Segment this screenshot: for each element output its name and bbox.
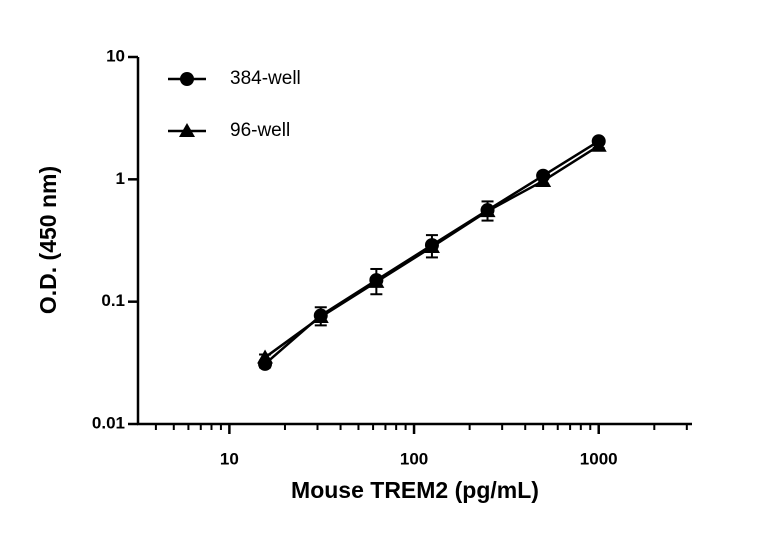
x-tick-label: 10 — [220, 449, 239, 468]
y-tick-label: 10 — [106, 46, 125, 65]
marker — [368, 273, 385, 288]
marker — [180, 72, 194, 86]
marker — [312, 308, 329, 323]
y-tick-label: 0.01 — [92, 413, 125, 432]
x-axis-label: Mouse TREM2 (pg/mL) — [291, 477, 539, 503]
marker — [257, 349, 274, 364]
legend-label: 384-well — [230, 68, 301, 89]
marker — [423, 238, 440, 253]
marker — [479, 203, 496, 218]
x-tick-label: 100 — [400, 449, 428, 468]
y-tick-label: 0.1 — [101, 291, 125, 310]
y-tick-label: 1 — [116, 169, 125, 188]
marker — [179, 123, 195, 137]
legend-label: 96-well — [230, 120, 290, 141]
y-axis-label: O.D. (450 nm) — [35, 166, 61, 314]
x-tick-label: 1000 — [580, 449, 618, 468]
marker — [535, 172, 552, 187]
marker — [590, 137, 607, 152]
